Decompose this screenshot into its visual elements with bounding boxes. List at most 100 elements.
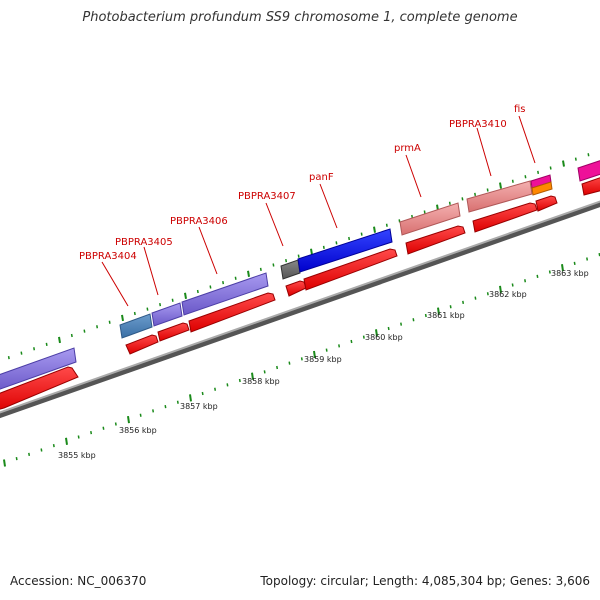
bottom-tick — [3, 459, 6, 467]
bottom-tick — [486, 292, 489, 296]
summary-text: Topology: circular; Length: 4,085,304 bp… — [260, 574, 590, 588]
bottom-tick — [400, 322, 403, 326]
top-tick — [33, 347, 36, 351]
feature-PBPRA3407 — [280, 259, 301, 280]
bottom-tick — [387, 326, 390, 331]
gene-label-PBPRA3404: PBPRA3404 — [79, 251, 137, 262]
feature-PBPRA3410 — [466, 180, 533, 213]
top-tick — [423, 210, 426, 214]
bottom-tick — [424, 313, 427, 318]
kbp-label-3859: 3859 kbp — [304, 355, 342, 364]
top-tick — [234, 276, 237, 280]
bottom-tick — [189, 394, 192, 402]
top-tick — [146, 307, 149, 311]
top-tick — [272, 263, 275, 267]
bottom-tick — [350, 339, 353, 344]
top-tick — [121, 314, 124, 322]
top-tick — [411, 214, 414, 219]
kbp-label-3860: 3860 kbp — [365, 333, 403, 342]
bottom-tick — [263, 370, 266, 374]
gene-label-PBPRA3407: PBPRA3407 — [238, 191, 296, 202]
kbp-label-3855: 3855 kbp — [58, 451, 96, 460]
top-tick — [20, 351, 23, 355]
bottom-tick — [90, 430, 93, 435]
label-leaders — [101, 115, 536, 307]
top-tick — [58, 336, 61, 344]
gene-label-PBPRA3405: PBPRA3405 — [115, 237, 173, 248]
top-tick-track — [7, 153, 590, 360]
bottom-tick — [164, 404, 167, 409]
bottom-tick — [288, 361, 291, 365]
accession-text: Accession: NC_006370 — [10, 574, 147, 588]
kbp-labels: 3855 kbp 3856 kbp 3857 kbp 3858 kbp 3859… — [58, 269, 589, 460]
feature-fis-orange — [531, 181, 553, 196]
top-tick — [461, 197, 464, 201]
backbone — [0, 200, 600, 419]
bottom-tick — [77, 435, 80, 439]
cds-arrows — [0, 177, 600, 410]
bottom-tick — [65, 437, 68, 445]
bottom-tick — [52, 444, 55, 448]
top-tick — [537, 170, 540, 174]
bottom-tick — [201, 391, 204, 396]
top-tick — [209, 285, 212, 289]
feature-PBPRA3405 — [151, 302, 183, 327]
kbp-label-3862: 3862 kbp — [489, 290, 527, 299]
bottom-tick — [573, 261, 576, 265]
top-tick — [385, 223, 388, 227]
bottom-tick — [176, 400, 179, 404]
bottom-tick — [313, 350, 316, 359]
top-tick — [524, 175, 527, 179]
bottom-tick — [362, 335, 365, 339]
gene-label-PBPRA3406: PBPRA3406 — [170, 216, 228, 227]
bottom-tick — [449, 305, 452, 309]
top-tick — [108, 320, 111, 324]
top-tick — [499, 182, 502, 189]
bottom-tick — [102, 426, 105, 430]
bottom-tick — [40, 448, 43, 452]
top-tick — [133, 311, 136, 316]
bottom-tick — [474, 296, 477, 300]
map-title: Photobacterium profundum SS9 chromosome … — [82, 10, 518, 25]
bottom-tick — [139, 413, 142, 417]
top-tick — [45, 342, 48, 346]
gene-label-PBPRA3410: PBPRA3410 — [449, 119, 507, 130]
top-tick — [184, 292, 187, 300]
top-tick — [322, 245, 325, 249]
top-tick — [83, 329, 86, 333]
top-tick — [96, 325, 99, 329]
top-tick — [587, 153, 590, 157]
top-tick — [360, 232, 363, 236]
bottom-tick — [511, 283, 514, 287]
top-tick — [259, 267, 262, 272]
feature-right-magenta — [577, 160, 600, 182]
bottom-tick — [15, 457, 18, 461]
top-tick — [159, 303, 162, 307]
bottom-tick — [561, 264, 564, 272]
gene-labels: PBPRA3404 PBPRA3405 PBPRA3406 PBPRA3407 … — [79, 104, 526, 262]
bottom-tick — [325, 348, 328, 352]
bottom-tick — [238, 378, 241, 383]
top-tick — [222, 280, 225, 285]
top-tick — [335, 241, 338, 245]
top-tick — [562, 160, 565, 167]
bottom-tick — [226, 383, 229, 387]
bottom-tick — [214, 387, 217, 391]
bottom-tick — [127, 415, 130, 424]
top-tick — [486, 188, 489, 192]
kbp-label-3863: 3863 kbp — [551, 269, 589, 278]
top-tick — [196, 289, 199, 294]
top-tick — [448, 201, 451, 205]
top-tick — [70, 333, 73, 338]
top-tick — [247, 270, 250, 277]
feature-prmA — [399, 202, 461, 236]
kbp-label-3856: 3856 kbp — [119, 426, 157, 435]
bottom-tick — [524, 279, 527, 283]
kbp-label-3858: 3858 kbp — [242, 377, 280, 386]
bottom-tick — [28, 452, 31, 456]
gene-label-prmA: prmA — [394, 143, 421, 154]
feature-PBPRA3406 — [181, 272, 269, 316]
top-tick — [310, 248, 313, 255]
upper-strand-features — [0, 160, 600, 390]
